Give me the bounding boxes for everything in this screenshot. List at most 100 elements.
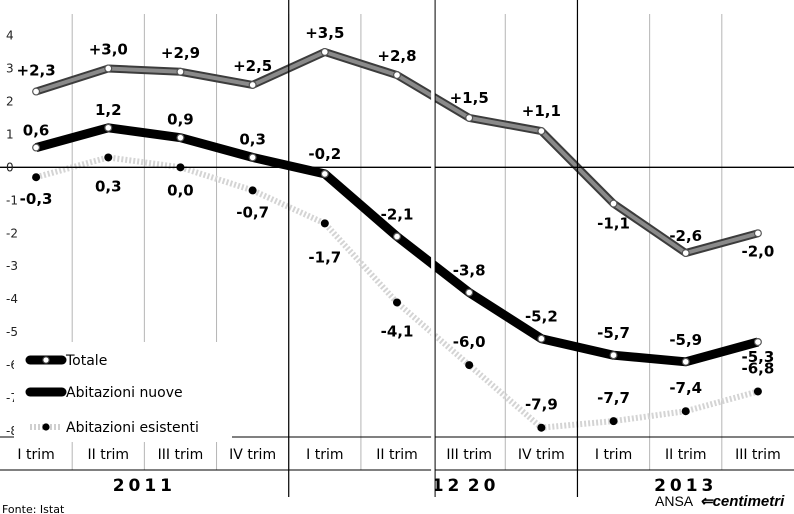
legend-label-totale: Totale (65, 353, 107, 369)
legend: Totale Abitazioni nuove Abitazioni esist… (14, 342, 232, 442)
y-tick-label: 1 (6, 127, 14, 141)
point-totale (104, 123, 113, 132)
data-label-abitazioni-nuove: -2,0 (742, 242, 775, 260)
source-note: Fonte: Istat (2, 503, 65, 514)
point-totale (32, 143, 41, 152)
point-abitazioni-esistenti (248, 186, 257, 195)
point-abitazioni-esistenti (465, 361, 474, 370)
year-label: 20 (468, 476, 500, 496)
x-category-label: III trim (735, 447, 781, 463)
y-tick-label: 0 (6, 160, 14, 174)
data-label-abitazioni-nuove: -2,6 (669, 227, 702, 245)
data-label-totale: -0,2 (308, 145, 341, 163)
x-category-label: IV trim (229, 447, 276, 463)
year-gap (431, 0, 436, 497)
data-label-abitazioni-esistenti: -6,0 (453, 333, 486, 351)
point-totale (320, 169, 329, 178)
data-label-abitazioni-esistenti: 0,0 (167, 181, 194, 199)
data-label-totale: 0,3 (239, 130, 266, 148)
data-label-abitazioni-esistenti: -7,4 (669, 379, 702, 397)
data-label-totale: -2,1 (381, 206, 414, 224)
data-labels: 0,6 1,2 0,9 0,3 -0,2 -2,1 -3,8 -5,2 -5,7 -5,9 -5,3… (17, 24, 775, 414)
y-tick-label: -3 (6, 259, 18, 273)
data-label-abitazioni-esistenti: 0,3 (95, 177, 122, 195)
x-category-label: III trim (446, 447, 492, 463)
point-totale (537, 334, 546, 343)
x-category-label: IV trim (518, 447, 565, 463)
y-tick-label: 4 (6, 29, 14, 43)
legend-marker-totale (42, 356, 50, 364)
data-label-abitazioni-nuove: +1,1 (522, 102, 561, 120)
year-label: 2013 (654, 476, 717, 496)
point-abitazioni-nuove (176, 67, 185, 76)
data-label-abitazioni-nuove: +3,0 (89, 40, 128, 58)
data-label-abitazioni-esistenti: -7,9 (525, 396, 558, 414)
point-totale (393, 232, 402, 241)
y-tick-label: -8 (6, 424, 18, 438)
x-category-label: II trim (88, 447, 129, 463)
point-totale (465, 288, 474, 297)
point-abitazioni-esistenti (320, 219, 329, 228)
y-tick-label: 3 (6, 61, 14, 75)
point-totale (609, 351, 618, 360)
data-label-abitazioni-esistenti: -0,7 (236, 203, 269, 221)
credit-brand-text: centimetri (713, 493, 786, 510)
data-label-totale: -5,2 (525, 308, 558, 326)
data-label-totale: 0,6 (23, 122, 50, 140)
point-abitazioni-nuove (537, 127, 546, 136)
credit-brand: ⇐centimetri (700, 493, 785, 510)
data-label-abitazioni-esistenti: -6,8 (742, 359, 775, 377)
point-abitazioni-nuove (320, 47, 329, 56)
data-label-abitazioni-esistenti: -0,3 (20, 190, 53, 208)
point-totale (248, 153, 257, 162)
data-label-abitazioni-esistenti: -4,1 (381, 322, 414, 340)
credit-agency: ANSA (655, 493, 694, 509)
data-label-totale: -3,8 (453, 262, 486, 280)
y-tick-label: -7 (6, 391, 18, 405)
point-abitazioni-esistenti (609, 417, 618, 426)
y-tick-label: 2 (6, 94, 14, 108)
point-abitazioni-esistenti (681, 407, 690, 416)
point-abitazioni-nuove (753, 229, 762, 238)
point-abitazioni-esistenti (32, 173, 41, 182)
data-label-abitazioni-esistenti: -7,7 (597, 389, 630, 407)
point-abitazioni-esistenti (753, 387, 762, 396)
point-abitazioni-nuove (681, 249, 690, 258)
data-label-abitazioni-nuove: +2,9 (161, 44, 200, 62)
point-abitazioni-nuove (465, 113, 474, 122)
point-totale (753, 338, 762, 347)
y-tick-label: -5 (6, 325, 18, 339)
point-abitazioni-nuove (393, 71, 402, 80)
point-abitazioni-esistenti (393, 298, 401, 307)
x-category-label: I trim (306, 447, 343, 463)
data-label-totale: -5,3 (742, 348, 775, 366)
data-label-totale: -5,7 (597, 324, 630, 342)
data-label-totale: 1,2 (95, 101, 122, 119)
point-abitazioni-esistenti (104, 153, 113, 162)
data-label-abitazioni-nuove: +2,8 (377, 47, 416, 65)
x-category-label: II trim (665, 447, 706, 463)
data-label-abitazioni-nuove: +1,5 (450, 89, 489, 107)
point-abitazioni-nuove (104, 64, 113, 73)
point-abitazioni-esistenti (537, 423, 546, 432)
y-tick-label: -2 (6, 226, 18, 240)
legend-marker-abitazioni-esistenti (42, 423, 50, 431)
legend-label-abitazioni-esistenti: Abitazioni esistenti (66, 420, 199, 436)
year-label: 2011 (113, 476, 176, 496)
legend-label-abitazioni-nuove: Abitazioni nuove (66, 385, 183, 401)
x-category-label: I trim (17, 447, 54, 463)
series-markers (32, 47, 762, 432)
y-tick-label: -1 (6, 193, 18, 207)
data-label-totale: 0,9 (167, 111, 194, 129)
axes: 4 3 2 1 0 -1 -2 -3 -4 -5 -6 -7 -8 I trim II trim III tr… (0, 0, 794, 497)
data-label-abitazioni-nuove: +3,5 (305, 24, 344, 42)
x-category-label: III trim (158, 447, 204, 463)
point-totale (681, 357, 690, 366)
point-totale (176, 133, 185, 142)
x-category-label: II trim (376, 447, 417, 463)
x-category-label: I trim (595, 447, 632, 463)
data-label-totale: -5,9 (669, 331, 702, 349)
point-abitazioni-nuove (32, 87, 41, 96)
data-label-abitazioni-nuove: +2,3 (17, 62, 56, 80)
